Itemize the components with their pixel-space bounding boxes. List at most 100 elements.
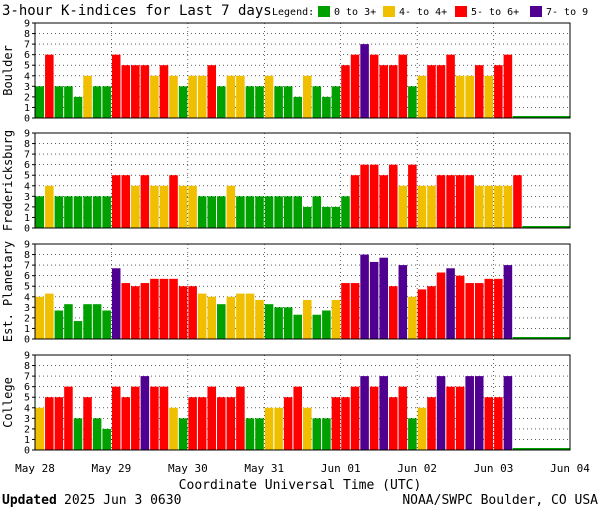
bar (45, 293, 54, 339)
panel-label: Boulder (1, 45, 15, 96)
bar (83, 304, 92, 339)
bar (73, 196, 83, 228)
y-tick-label: 1 (24, 213, 30, 224)
bar (102, 196, 111, 228)
updated-value: 2025 Jun 3 0630 (64, 493, 181, 508)
updated-label: Updated (2, 493, 57, 508)
y-tick-label: 6 (24, 271, 30, 282)
y-tick-label: 7 (24, 40, 30, 51)
bar (293, 314, 302, 339)
y-tick-label: 2 (24, 92, 30, 103)
bar (494, 185, 503, 228)
bar (140, 283, 150, 339)
bar (494, 278, 503, 339)
bar (169, 75, 178, 118)
bar (341, 65, 350, 118)
bar (436, 272, 446, 339)
bar (293, 386, 302, 450)
bar (484, 185, 494, 228)
x-tick-label: Jun 01 (321, 462, 361, 475)
x-tick-label: Jun 04 (550, 462, 590, 475)
x-axis: May 28 May 29 May 30 May 31 Jun 01 Jun 02 Jun … (15, 462, 590, 475)
bar (360, 44, 369, 118)
bar (140, 65, 150, 118)
bar (455, 175, 465, 228)
bar (35, 196, 45, 228)
legend-entry-4: 7- to 9 (546, 7, 588, 18)
bar (417, 185, 427, 228)
y-tick-label: 5 (24, 171, 30, 182)
bar (484, 278, 494, 339)
legend-swatch-4 (530, 6, 542, 17)
bar (178, 86, 188, 118)
bar (83, 397, 92, 450)
bar (255, 86, 264, 118)
bar (169, 407, 178, 450)
panel-frame (34, 22, 571, 119)
bar (226, 75, 236, 118)
bar (35, 296, 45, 339)
bar (102, 428, 111, 450)
bar (64, 304, 73, 339)
bar (408, 164, 417, 228)
bar (293, 196, 302, 228)
bar (121, 175, 131, 228)
y-tick-label: 6 (24, 50, 30, 61)
bar (64, 86, 73, 118)
bar (446, 175, 455, 228)
bar (350, 175, 360, 228)
bar (54, 310, 64, 339)
bar (207, 296, 217, 339)
bar (226, 185, 236, 228)
bar (92, 304, 102, 339)
legend-swatch-1 (318, 6, 330, 17)
bar (398, 265, 408, 339)
bar (322, 310, 331, 339)
bar (83, 75, 92, 118)
chart-title: 3-hour K-indices for Last 7 days (2, 3, 272, 19)
bar (73, 96, 83, 118)
y-tick-label: 7 (24, 150, 30, 161)
bar (102, 86, 111, 118)
y-tick-label: 1 (24, 435, 30, 446)
panel-label: Est. Planetary (1, 241, 15, 342)
bar (465, 376, 474, 450)
x-tick-label: May 30 (168, 462, 208, 475)
bar (465, 75, 474, 118)
bar (73, 321, 83, 339)
y-tick-label: 0 (24, 446, 30, 457)
bar (140, 175, 150, 228)
bar (274, 196, 283, 228)
bar (111, 175, 121, 228)
no-data-strip (512, 448, 570, 450)
bar (236, 75, 245, 118)
bar (331, 86, 341, 118)
bar (35, 86, 45, 118)
bar (207, 65, 217, 118)
bar (513, 175, 522, 228)
bar (398, 386, 408, 450)
bar (45, 54, 54, 118)
bar (369, 54, 379, 118)
bar (64, 196, 73, 228)
bar (494, 65, 503, 118)
bar (331, 206, 341, 228)
bar (503, 376, 513, 450)
bar (474, 376, 484, 450)
bar (312, 314, 322, 339)
bar (150, 75, 159, 118)
bar (436, 65, 446, 118)
y-tick-label: 8 (24, 139, 30, 150)
y-tick-label: 6 (24, 382, 30, 393)
bar (341, 196, 350, 228)
bar (303, 206, 312, 228)
bar (236, 386, 245, 450)
y-tick-label: 1 (24, 103, 30, 114)
y-tick-label: 2 (24, 202, 30, 213)
no-data-strip (512, 337, 570, 339)
bar (455, 386, 465, 450)
bar (217, 196, 226, 228)
bar (312, 196, 322, 228)
bar (331, 397, 341, 450)
